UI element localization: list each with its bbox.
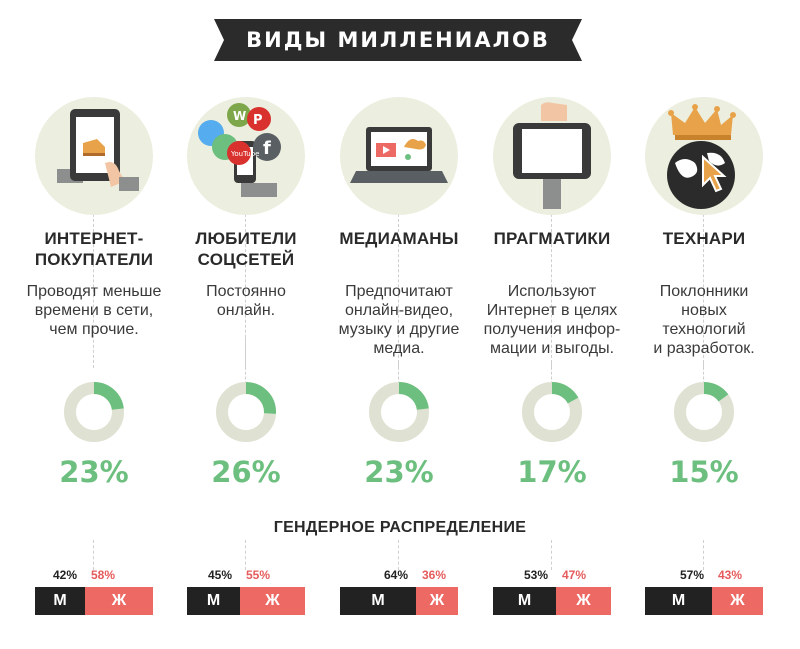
column-pragmatists: ПРАГМАТИКИ Используют Интернет в целях п… — [476, 0, 628, 649]
divider — [551, 540, 552, 570]
svg-text:YouTube: YouTube — [230, 150, 259, 158]
divider — [93, 540, 94, 570]
globe-crown-icon — [645, 97, 763, 215]
divider — [551, 362, 552, 394]
male-percent: 53% — [524, 568, 549, 582]
divider — [703, 362, 704, 394]
title-banner: ВИДЫ МИЛЛЕНИАЛОВ — [214, 19, 582, 61]
male-segment: М — [493, 587, 556, 615]
tablet-shopping-icon — [35, 97, 153, 215]
donut-segment — [522, 382, 582, 442]
svg-text:f: f — [263, 138, 271, 159]
percent-value: 23% — [59, 455, 129, 489]
female-segment: Ж — [556, 587, 611, 615]
percent-value: 26% — [211, 455, 281, 489]
banner-ribbon — [214, 19, 582, 61]
column-title: ТЕХНАРИ — [662, 229, 746, 248]
divider — [398, 540, 399, 570]
male-segment: М — [645, 587, 712, 615]
donut-chart — [216, 382, 276, 442]
divider — [245, 338, 246, 394]
female-percent: 55% — [246, 568, 271, 582]
divider — [551, 98, 552, 368]
column-media-fans: МЕДИАМАНЫ Предпочитают онлайн-видео, муз… — [323, 0, 475, 649]
gender-title-text: ГЕНДЕРНОЕ РАСПРЕДЕЛЕНИЕ — [267, 519, 533, 536]
donut-chart — [369, 382, 429, 442]
donut-segment — [64, 382, 124, 442]
female-percent: 43% — [718, 568, 743, 582]
female-percent: 58% — [91, 568, 116, 582]
gender-bar: М Ж — [340, 587, 458, 615]
female-segment: Ж — [712, 587, 763, 615]
male-segment: М — [35, 587, 85, 615]
column-description: Проводят меньше времени в сети, чем проч… — [26, 283, 162, 338]
divider — [398, 362, 399, 394]
donut-segment — [216, 382, 276, 442]
column-social-lovers: f YouTube P W ЛЮБИТЕЛИ СОЦСЕТЕЙ Постоянн… — [170, 0, 322, 649]
male-segment: М — [187, 587, 240, 615]
divider — [398, 98, 399, 368]
divider — [245, 98, 246, 368]
male-percent: 64% — [384, 568, 409, 582]
column-description: Постоянно онлайн. — [206, 283, 286, 319]
percent-value: 23% — [364, 455, 434, 489]
column-internet-shoppers: ИНТЕРНЕТ- ПОКУПАТЕЛИ Проводят меньше вре… — [18, 0, 170, 649]
male-percent: 57% — [680, 568, 705, 582]
gender-bar: М Ж — [493, 587, 611, 615]
female-segment: Ж — [416, 587, 458, 615]
svg-text:P: P — [253, 113, 263, 128]
social-networks-icon: f YouTube P W — [187, 97, 305, 215]
gender-section-title: ГЕНДЕРНОЕ РАСПРЕДЕЛЕНИЕ — [0, 519, 800, 537]
column-techies: ТЕХНАРИ Поклонники новых технологий и ра… — [628, 0, 780, 649]
divider — [93, 98, 94, 368]
gender-bar: М Ж — [35, 587, 153, 615]
tablet-hand-icon — [493, 97, 611, 215]
female-segment: Ж — [240, 587, 305, 615]
divider — [245, 540, 246, 570]
gender-bar: М Ж — [187, 587, 305, 615]
divider — [703, 98, 704, 368]
column-description: Предпочитают онлайн-видео, музыку и друг… — [338, 283, 460, 357]
page-title: ВИДЫ МИЛЛЕНИАЛОВ — [246, 28, 550, 52]
female-percent: 47% — [562, 568, 587, 582]
male-percent: 42% — [53, 568, 78, 582]
female-percent: 36% — [422, 568, 447, 582]
percent-value: 17% — [517, 455, 587, 489]
divider — [703, 540, 704, 570]
column-description: Поклонники новых технологий и разработок… — [653, 283, 755, 357]
laptop-media-icon — [340, 97, 458, 215]
column-title: ЛЮБИТЕЛИ СОЦСЕТЕЙ — [195, 229, 297, 269]
percent-value: 15% — [669, 455, 739, 489]
male-percent: 45% — [208, 568, 233, 582]
column-description: Используют Интернет в целях получения ин… — [483, 283, 621, 357]
column-title: ИНТЕРНЕТ- ПОКУПАТЕЛИ — [34, 229, 154, 269]
donut-chart — [674, 382, 734, 442]
female-segment: Ж — [85, 587, 153, 615]
gender-bar: М Ж — [645, 587, 763, 615]
donut-chart — [64, 382, 124, 442]
donut-segment — [369, 382, 429, 442]
column-title: МЕДИАМАНЫ — [339, 229, 459, 248]
donut-segment — [674, 382, 734, 442]
male-segment: М — [340, 587, 416, 615]
column-title: ПРАГМАТИКИ — [493, 229, 611, 248]
donut-chart — [522, 382, 582, 442]
svg-text:W: W — [233, 109, 246, 123]
